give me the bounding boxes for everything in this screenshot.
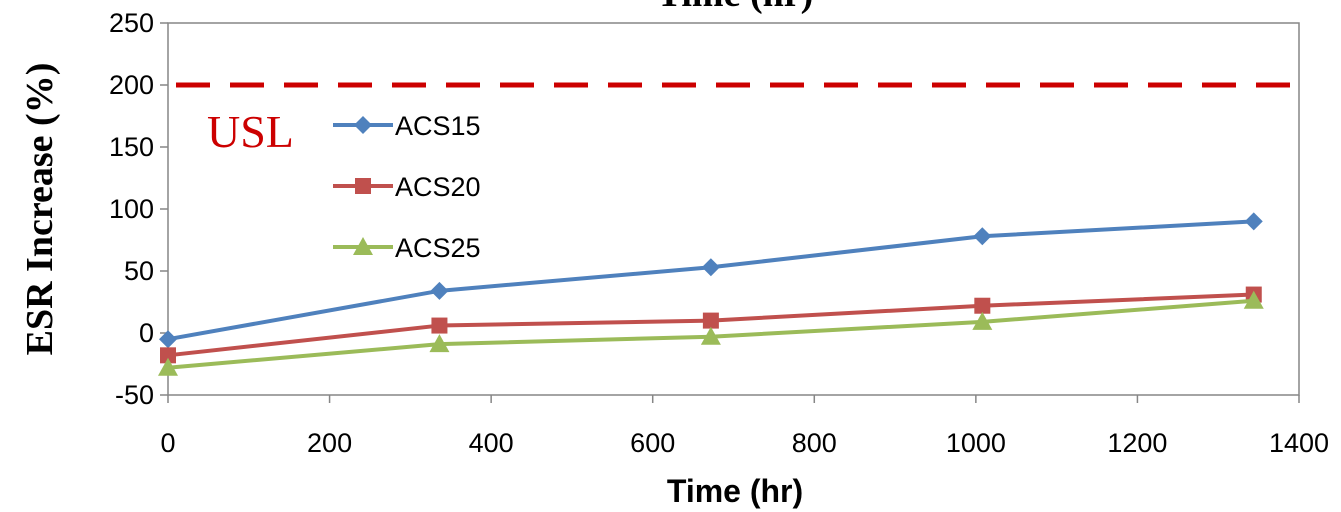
plot-area xyxy=(167,22,1300,396)
data-point xyxy=(159,330,177,349)
legend-label-acs20: ACS20 xyxy=(395,172,481,202)
data-point xyxy=(974,297,991,314)
data-point xyxy=(431,317,448,334)
chart-top-title: Time (hr) xyxy=(657,0,814,15)
x-tick-label: 1400 xyxy=(1269,428,1329,458)
legend-marker xyxy=(353,237,373,255)
legend-marker xyxy=(355,178,371,194)
y-tick-label: 50 xyxy=(124,256,154,286)
x-axis-label: Time (hr) xyxy=(667,473,803,509)
x-tick-label: 200 xyxy=(307,428,352,458)
usl-label: USL xyxy=(207,106,294,157)
data-point xyxy=(702,312,719,329)
x-tick-label: 400 xyxy=(469,428,514,458)
y-tick-label: 200 xyxy=(109,70,154,100)
x-tick-label: 0 xyxy=(160,428,175,458)
data-point xyxy=(701,258,720,277)
x-axis-ticks: 0 200 400 600 800 1000 1200 1400 xyxy=(160,395,1329,458)
x-tick-label: 1200 xyxy=(1107,428,1167,458)
data-point xyxy=(700,326,721,345)
legend-label-acs25: ACS25 xyxy=(395,233,481,263)
data-point xyxy=(158,357,178,376)
x-tick-label: 800 xyxy=(792,428,837,458)
x-tick-label: 1000 xyxy=(946,428,1006,458)
data-point xyxy=(429,334,450,353)
y-axis-ticks: -50 0 50 100 150 200 250 xyxy=(109,8,168,410)
y-axis-label: ESR Increase (%) xyxy=(19,63,61,356)
data-point xyxy=(973,227,992,246)
series-group xyxy=(158,212,1264,376)
legend-marker xyxy=(354,116,372,134)
y-tick-label: -50 xyxy=(115,380,154,410)
x-tick-label: 600 xyxy=(630,428,675,458)
data-point xyxy=(1244,212,1263,231)
y-tick-label: 100 xyxy=(109,194,154,224)
legend: ACS15 ACS20 ACS25 xyxy=(333,111,481,263)
legend-label-acs15: ACS15 xyxy=(395,111,481,141)
y-tick-label: 150 xyxy=(109,132,154,162)
data-point xyxy=(160,347,176,364)
data-point xyxy=(430,281,449,300)
data-point xyxy=(972,311,993,330)
y-tick-label: 250 xyxy=(109,8,154,38)
y-tick-label: 0 xyxy=(139,318,154,348)
data-point xyxy=(1243,290,1264,309)
